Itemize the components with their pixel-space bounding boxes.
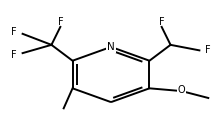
Text: F: F (206, 45, 211, 55)
Text: N: N (107, 42, 115, 52)
Text: O: O (178, 85, 185, 95)
Text: F: F (57, 17, 63, 27)
Text: F: F (11, 50, 16, 60)
Text: F: F (11, 27, 16, 37)
Text: F: F (159, 17, 165, 27)
